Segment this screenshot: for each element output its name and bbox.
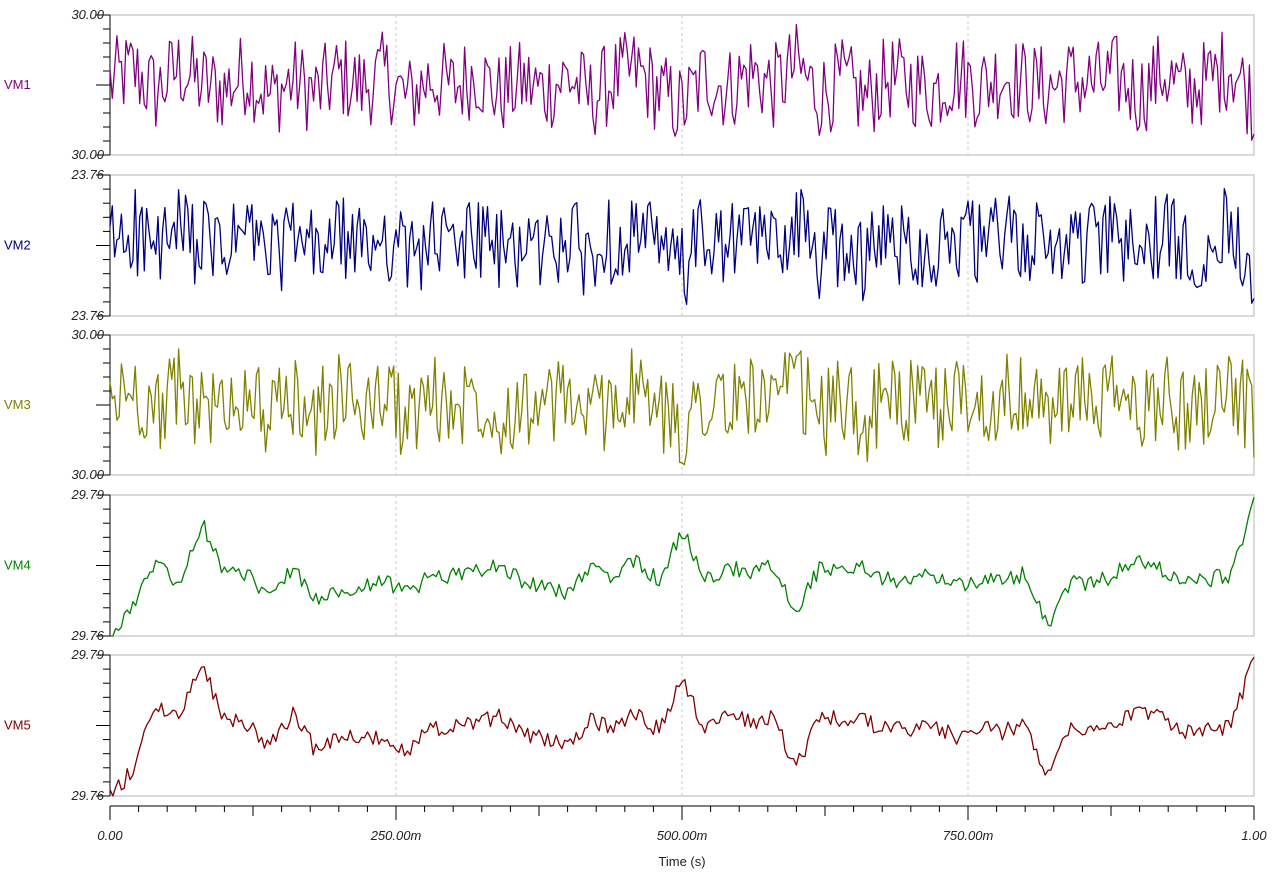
y-min-label: 29.76 xyxy=(70,628,104,643)
panel-vm2: 23.76 23.76 VM2 xyxy=(4,167,1255,323)
series-name: VM3 xyxy=(4,397,31,412)
y-max-label: 29.79 xyxy=(70,487,104,502)
panel-frame xyxy=(109,654,1255,797)
panel-vm1: 30.00 30.00 VM1 xyxy=(4,7,1255,162)
x-axis-title: Time (s) xyxy=(658,854,705,869)
x-tick-label: 0.00 xyxy=(97,828,123,843)
series-name: VM2 xyxy=(4,238,31,253)
x-tick-label: 250.00m xyxy=(370,828,422,843)
x-tick-label: 500.00m xyxy=(657,828,708,843)
series-name: VM1 xyxy=(4,77,31,92)
y-min-label: 29.76 xyxy=(70,788,104,803)
panel-vm3: 30.00 30.00 VM3 xyxy=(4,327,1255,482)
x-axis: 0.00 250.00m 500.00m 750.00m 1.00 Time (s) xyxy=(97,805,1267,869)
y-max-label: 30.00 xyxy=(71,327,104,342)
y-min-label: 30.00 xyxy=(71,147,104,162)
series-name: VM4 xyxy=(4,558,31,573)
y-max-label: 23.76 xyxy=(70,167,104,182)
y-max-label: 30.00 xyxy=(71,7,104,22)
y-min-label: 23.76 xyxy=(70,308,104,323)
panel-vm4: 29.79 29.76 VM4 xyxy=(4,487,1255,643)
series-line-vm2 xyxy=(109,188,1255,306)
series-line-vm3 xyxy=(109,348,1255,466)
panel-frame xyxy=(109,494,1255,637)
series-line-vm5 xyxy=(109,656,1255,797)
series-line-vm4 xyxy=(110,497,1255,637)
y-max-label: 29.79 xyxy=(70,647,104,662)
panel-vm5: 29.79 29.76 VM5 xyxy=(4,647,1255,803)
series-name: VM5 xyxy=(4,718,31,733)
y-min-label: 30.00 xyxy=(71,467,104,482)
x-tick-label: 750.00m xyxy=(943,828,994,843)
x-tick-label: 1.00 xyxy=(1241,828,1267,843)
series-line-vm1 xyxy=(109,23,1255,141)
